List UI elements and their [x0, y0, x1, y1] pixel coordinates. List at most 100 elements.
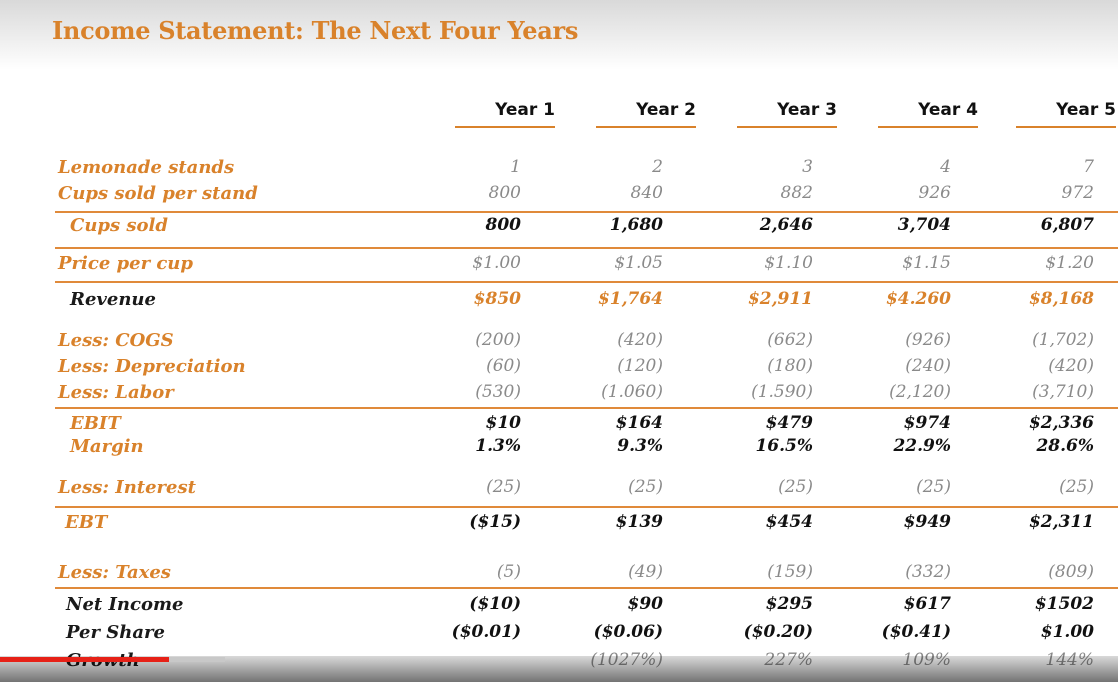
table-cell: 9.3%: [617, 436, 663, 456]
col-year-2: Year 2: [596, 100, 696, 128]
table-cell: 972: [1061, 183, 1094, 203]
col-year-1: Year 1: [455, 100, 555, 128]
table-cell: ($15): [469, 512, 521, 532]
table-cell: (200): [475, 330, 521, 350]
rule: [55, 247, 1118, 249]
table-cell: (120): [617, 356, 663, 376]
table-cell: ($0.20): [743, 622, 813, 642]
table-cell: (49): [628, 562, 663, 582]
table-cell: 926: [918, 183, 951, 203]
row-label: Less: Labor: [58, 382, 174, 403]
table-cell: (1,702): [1032, 330, 1094, 350]
row-label: Net Income: [66, 594, 184, 615]
table-cell: 6,807: [1040, 215, 1094, 235]
table-cell: $1.10: [764, 253, 813, 273]
table-cell: 1,680: [609, 215, 663, 235]
rule: [55, 211, 1118, 213]
table-cell: $2,336: [1028, 413, 1094, 433]
col-year-4: Year 4: [878, 100, 978, 128]
col-year-5: Year 5: [1016, 100, 1116, 128]
table-cell: (420): [617, 330, 663, 350]
table-cell: (180): [767, 356, 813, 376]
table-cell: $1.00: [472, 253, 521, 273]
table-cell: (662): [767, 330, 813, 350]
table-cell: 840: [630, 183, 663, 203]
rule: [55, 407, 1118, 409]
table-cell: 3,704: [897, 215, 951, 235]
table-cell: 2: [652, 157, 663, 177]
table-cell: (5): [496, 562, 521, 582]
table-cell: $1.15: [902, 253, 951, 273]
row-label: Per Share: [66, 622, 165, 643]
row-label: Cups sold: [70, 215, 168, 236]
table-cell: (809): [1048, 562, 1094, 582]
table-cell: $2,911: [747, 289, 813, 309]
table-cell: (159): [767, 562, 813, 582]
table-cell: (25): [486, 477, 521, 497]
table-cell: $974: [903, 413, 951, 433]
table-cell: $479: [765, 413, 813, 433]
rule: [55, 587, 1118, 589]
rule: [55, 281, 1118, 283]
table-cell: ($10): [469, 594, 521, 614]
progress-fill[interactable]: [0, 657, 169, 662]
table-cell: (1.060): [601, 382, 663, 402]
table-cell: 16.5%: [755, 436, 813, 456]
row-label: Less: Taxes: [58, 562, 171, 583]
table-cell: $617: [903, 594, 951, 614]
table-cell: (240): [905, 356, 951, 376]
table-cell: $1,764: [597, 289, 663, 309]
table-cell: 2,646: [759, 215, 813, 235]
row-label: Price per cup: [58, 253, 193, 274]
table-cell: $295: [765, 594, 813, 614]
table-cell: (1.590): [751, 382, 813, 402]
table-cell: $1.05: [614, 253, 663, 273]
row-label: Lemonade stands: [58, 157, 235, 178]
table-cell: $139: [615, 512, 663, 532]
table-cell: 4: [940, 157, 951, 177]
table-cell: $10: [485, 413, 522, 433]
table-cell: (332): [905, 562, 951, 582]
row-label: Less: Interest: [58, 477, 196, 498]
slide-title: Income Statement: The Next Four Years: [52, 16, 579, 45]
table-cell: (25): [778, 477, 813, 497]
table-cell: 1: [510, 157, 521, 177]
row-label: Less: Depreciation: [58, 356, 246, 377]
table-cell: (60): [486, 356, 521, 376]
table-cell: (530): [475, 382, 521, 402]
row-label: Cups sold per stand: [58, 183, 258, 204]
table-cell: $850: [473, 289, 521, 309]
row-label: Margin: [70, 436, 144, 457]
table-cell: (25): [628, 477, 663, 497]
table-cell: 28.6%: [1036, 436, 1094, 456]
table-cell: (926): [905, 330, 951, 350]
table-cell: $454: [765, 512, 813, 532]
table-cell: (420): [1048, 356, 1094, 376]
table-cell: ($0.01): [451, 622, 521, 642]
row-label: Less: COGS: [58, 330, 174, 351]
table-cell: 800: [485, 215, 522, 235]
table-cell: $4.260: [885, 289, 951, 309]
top-shade: [0, 0, 1118, 70]
table-cell: 3: [802, 157, 813, 177]
table-cell: 22.9%: [893, 436, 951, 456]
rule: [55, 506, 1118, 508]
table-cell: 1.3%: [475, 436, 521, 456]
table-cell: $8,168: [1028, 289, 1094, 309]
table-cell: $949: [903, 512, 951, 532]
table-cell: 800: [488, 183, 521, 203]
table-cell: (25): [916, 477, 951, 497]
table-cell: 882: [780, 183, 813, 203]
table-cell: $90: [627, 594, 664, 614]
table-cell: 7: [1083, 157, 1094, 177]
table-cell: (25): [1059, 477, 1094, 497]
row-label: EBT: [65, 512, 108, 533]
row-label: Revenue: [70, 289, 156, 310]
table-cell: (3,710): [1032, 382, 1094, 402]
row-label: EBIT: [70, 413, 121, 434]
table-cell: ($0.06): [593, 622, 663, 642]
table-cell: $1.20: [1045, 253, 1094, 273]
table-cell: (2,120): [889, 382, 951, 402]
table-cell: $1.00: [1040, 622, 1094, 642]
col-year-3: Year 3: [737, 100, 837, 128]
